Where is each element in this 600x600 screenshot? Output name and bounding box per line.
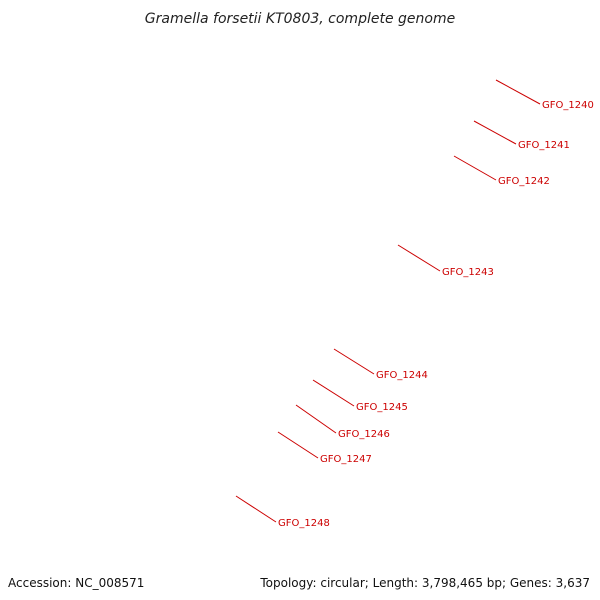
gene-leader-line [495, 79, 541, 105]
gene-leader-line [397, 244, 441, 272]
gene-label: GFO_1240 [542, 100, 594, 111]
gene-label: GFO_1247 [320, 454, 372, 465]
gene-leader-line [473, 120, 517, 145]
gene-label: GFO_1245 [356, 402, 408, 413]
gene-label: GFO_1246 [338, 429, 390, 440]
gene-label: GFO_1241 [518, 140, 570, 151]
gene-leader-line [312, 379, 355, 407]
map-title: Gramella forsetii KT0803, complete genom… [145, 11, 455, 27]
gene-label-track: GFO_1240 GFO_1241 GFO_1242 GFO_1243 GFO_1244… [235, 79, 594, 529]
gene-label: GFO_1248 [278, 518, 330, 529]
gene-label: GFO_1242 [498, 176, 550, 187]
gene-label: GFO_1243 [442, 267, 494, 278]
topology-text: Topology: circular; Length: 3,798,465 bp… [260, 576, 590, 590]
accession-text: Accession: NC_008571 [8, 576, 145, 590]
gene-leader-line [453, 155, 497, 181]
gene-leader-line [333, 348, 375, 375]
gene-leader-line [277, 431, 319, 459]
gene-leader-line [295, 404, 337, 434]
gene-label: GFO_1244 [376, 370, 428, 381]
gene-leader-line [235, 495, 277, 523]
